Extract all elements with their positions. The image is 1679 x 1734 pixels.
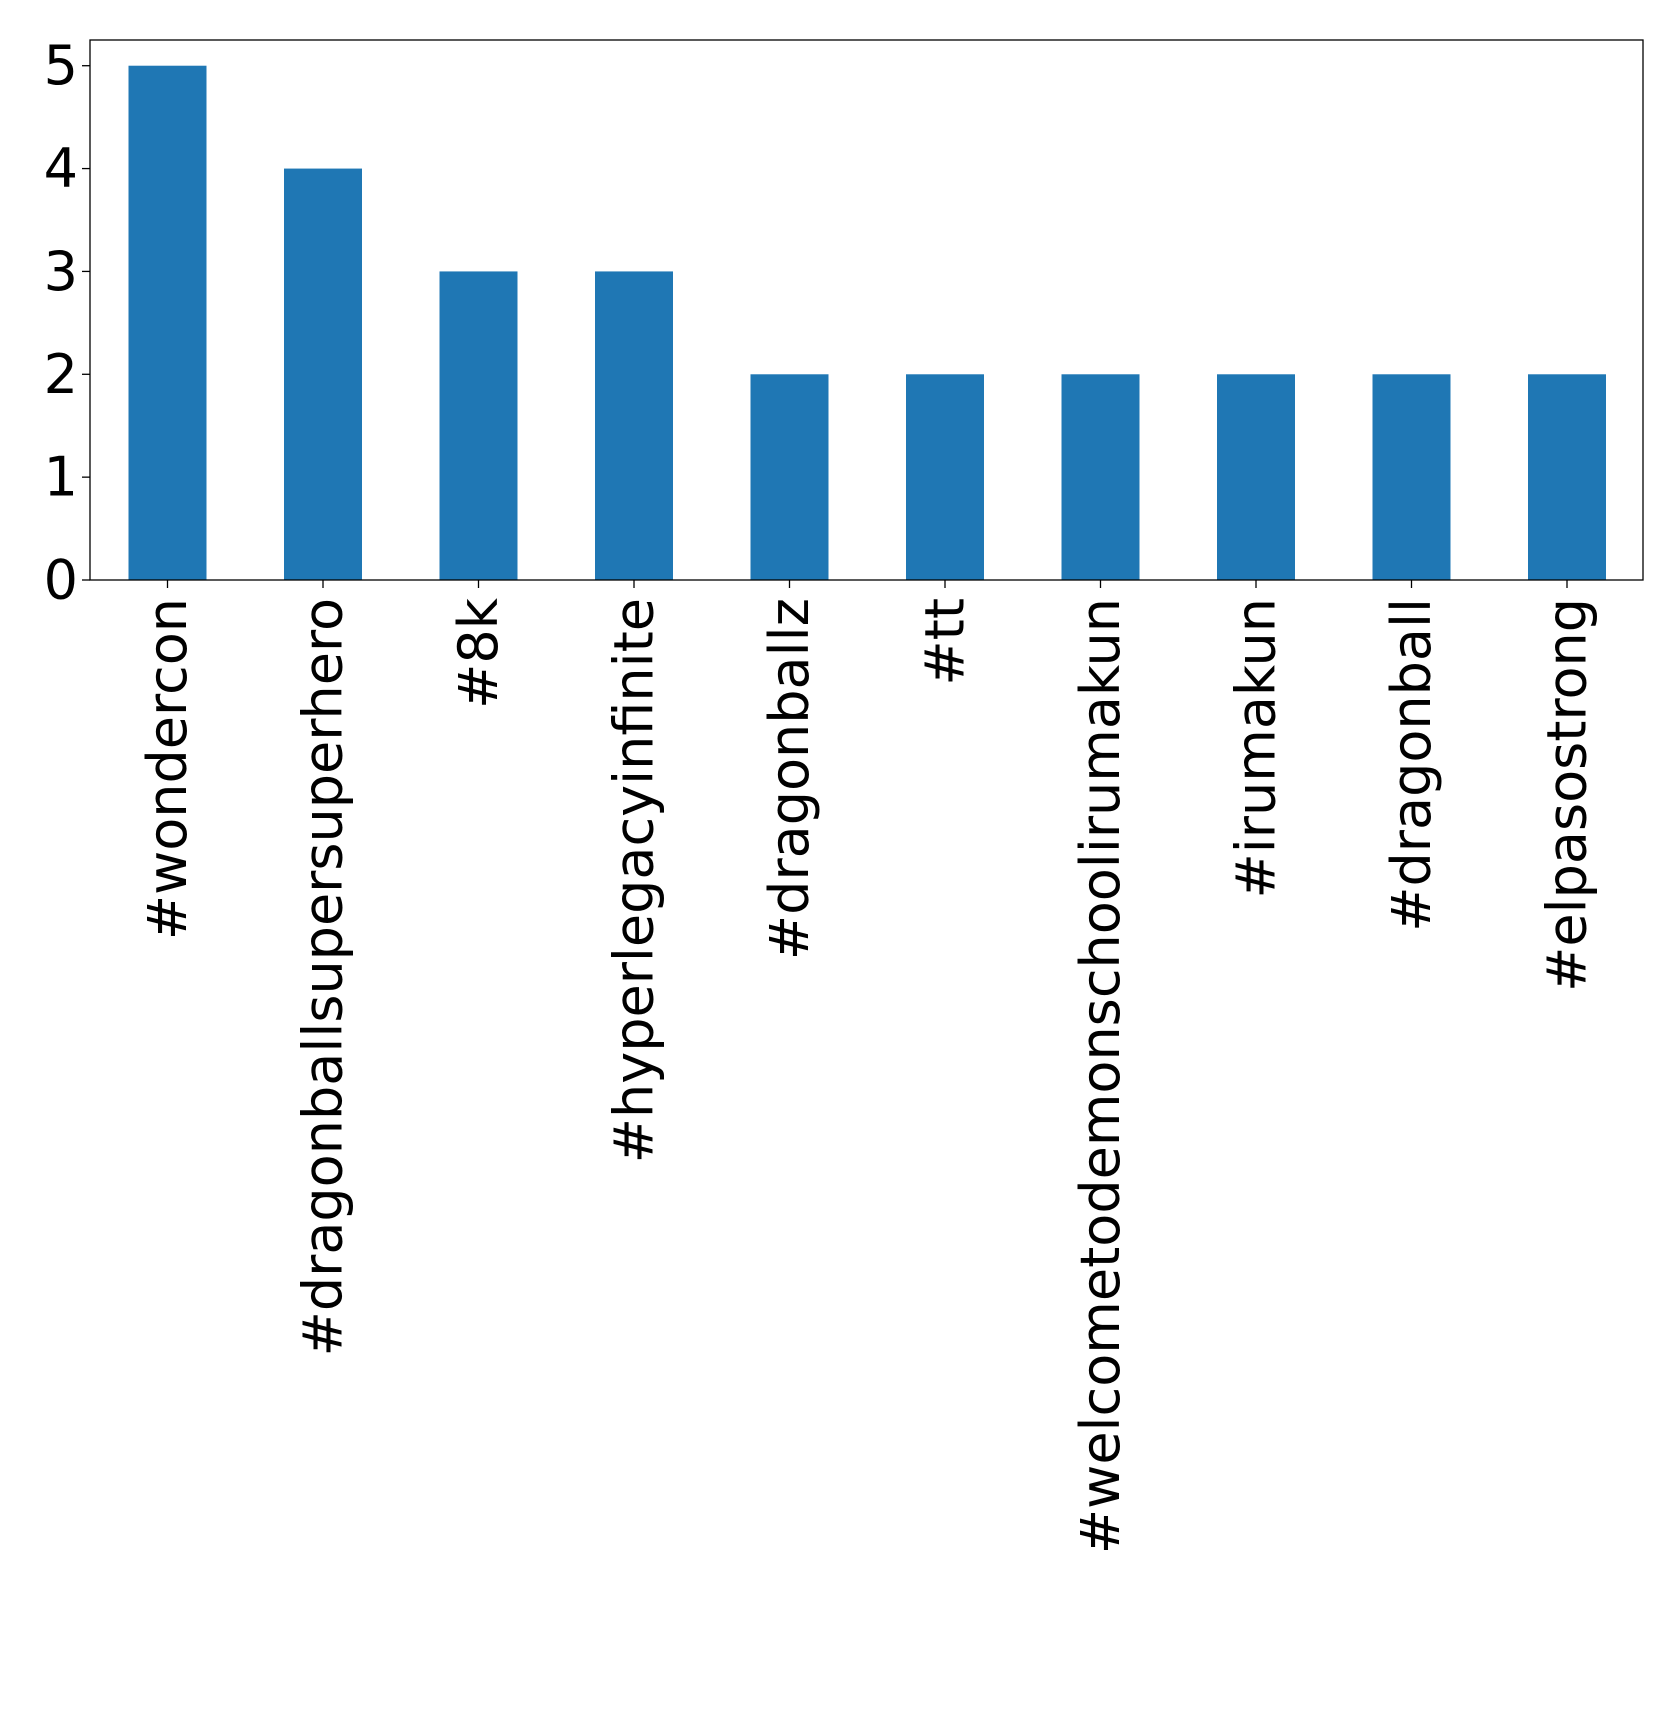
- bar-9: [1372, 374, 1451, 580]
- x-tick-label: #dragonballsupersuperhero: [292, 598, 355, 1356]
- y-tick-label: 4: [44, 137, 78, 200]
- x-tick-label: #irumakun: [1225, 598, 1288, 898]
- x-tick-label: #tt: [914, 598, 977, 686]
- x-tick-label: #dragonballz: [758, 598, 821, 960]
- bar-2: [284, 168, 362, 581]
- x-tick-label: #8k: [447, 597, 510, 709]
- y-tick-label: 1: [44, 446, 78, 509]
- x-axis: #wondercon #dragonballsupersuperhero #8k #h…: [136, 580, 1599, 1554]
- y-tick-label: 5: [44, 34, 78, 97]
- bar-1: [128, 65, 207, 580]
- bars-group: [128, 65, 1606, 581]
- bar-4: [595, 271, 673, 580]
- x-tick-label: #dragonball: [1380, 598, 1443, 932]
- x-tick-label: #elpasostrong: [1536, 598, 1599, 992]
- x-tick-label: #welcometodemonschoolirumakun: [1069, 598, 1132, 1554]
- y-tick-label: 3: [44, 240, 78, 303]
- bar-10: [1528, 374, 1606, 580]
- plot-frame: [89, 39, 1644, 581]
- x-tick-label: #wondercon: [136, 598, 199, 940]
- bar-8: [1217, 374, 1295, 580]
- bar-7: [1061, 374, 1140, 580]
- x-tick-label: #hyperlegacyinfinite: [603, 598, 666, 1163]
- y-tick-label: 0: [44, 549, 78, 612]
- y-tick-label: 2: [44, 343, 78, 406]
- bar-5: [750, 374, 829, 580]
- y-axis: 0 1 2 3 4 5: [44, 34, 90, 612]
- bar-6: [906, 374, 984, 580]
- bar-3: [439, 271, 518, 580]
